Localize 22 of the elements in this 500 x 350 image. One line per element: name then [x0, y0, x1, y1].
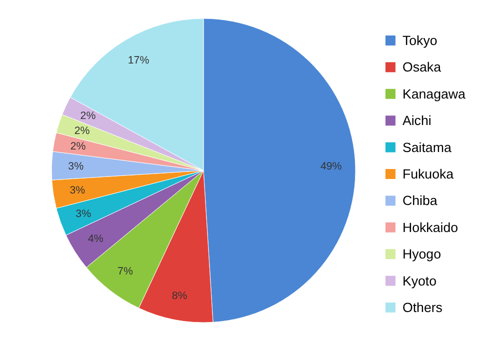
legend-label: Aichi: [402, 113, 432, 128]
legend-label: Hokkaido: [402, 220, 458, 235]
data-label: 17%: [128, 54, 150, 67]
legend-label: Saitama: [402, 140, 452, 155]
data-label: 8%: [172, 290, 188, 302]
data-label: 2%: [70, 140, 86, 153]
data-label: 2%: [74, 125, 90, 138]
data-label: 3%: [68, 160, 84, 172]
data-label: 7%: [118, 265, 134, 278]
legend-label: Hyogo: [402, 246, 441, 262]
legend-label: Others: [402, 300, 443, 315]
legend-label: Fukuoka: [402, 166, 454, 182]
legend-label: Kyoto: [402, 273, 437, 288]
data-label: 2%: [80, 110, 96, 122]
legend-label: Tokyo: [402, 33, 438, 48]
data-label: 3%: [76, 208, 92, 220]
data-label: 4%: [88, 232, 104, 245]
data-label: 49%: [320, 160, 342, 172]
legend-label: Chiba: [402, 193, 438, 208]
legend-label: Osaka: [402, 60, 442, 75]
legend-label: Kanagawa: [402, 86, 466, 102]
data-label: 3%: [70, 184, 86, 196]
